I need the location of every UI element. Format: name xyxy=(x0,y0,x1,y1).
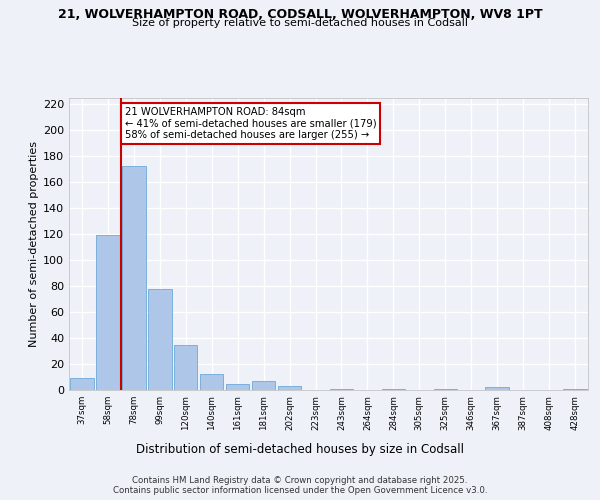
Text: Contains HM Land Registry data © Crown copyright and database right 2025.
Contai: Contains HM Land Registry data © Crown c… xyxy=(113,476,487,495)
Bar xyxy=(382,388,405,390)
Bar xyxy=(252,381,275,390)
Bar xyxy=(122,166,146,390)
Bar xyxy=(226,384,250,390)
Bar xyxy=(200,374,223,390)
Bar xyxy=(278,386,301,390)
Bar xyxy=(174,344,197,390)
Bar xyxy=(330,388,353,390)
Bar xyxy=(434,388,457,390)
Text: 21 WOLVERHAMPTON ROAD: 84sqm
← 41% of semi-detached houses are smaller (179)
58%: 21 WOLVERHAMPTON ROAD: 84sqm ← 41% of se… xyxy=(125,106,376,140)
Bar xyxy=(96,236,119,390)
Text: Distribution of semi-detached houses by size in Codsall: Distribution of semi-detached houses by … xyxy=(136,442,464,456)
Bar xyxy=(485,388,509,390)
Text: Size of property relative to semi-detached houses in Codsall: Size of property relative to semi-detach… xyxy=(132,18,468,28)
Text: 21, WOLVERHAMPTON ROAD, CODSALL, WOLVERHAMPTON, WV8 1PT: 21, WOLVERHAMPTON ROAD, CODSALL, WOLVERH… xyxy=(58,8,542,20)
Bar xyxy=(70,378,94,390)
Y-axis label: Number of semi-detached properties: Number of semi-detached properties xyxy=(29,141,39,347)
Bar xyxy=(563,388,587,390)
Bar xyxy=(148,288,172,390)
